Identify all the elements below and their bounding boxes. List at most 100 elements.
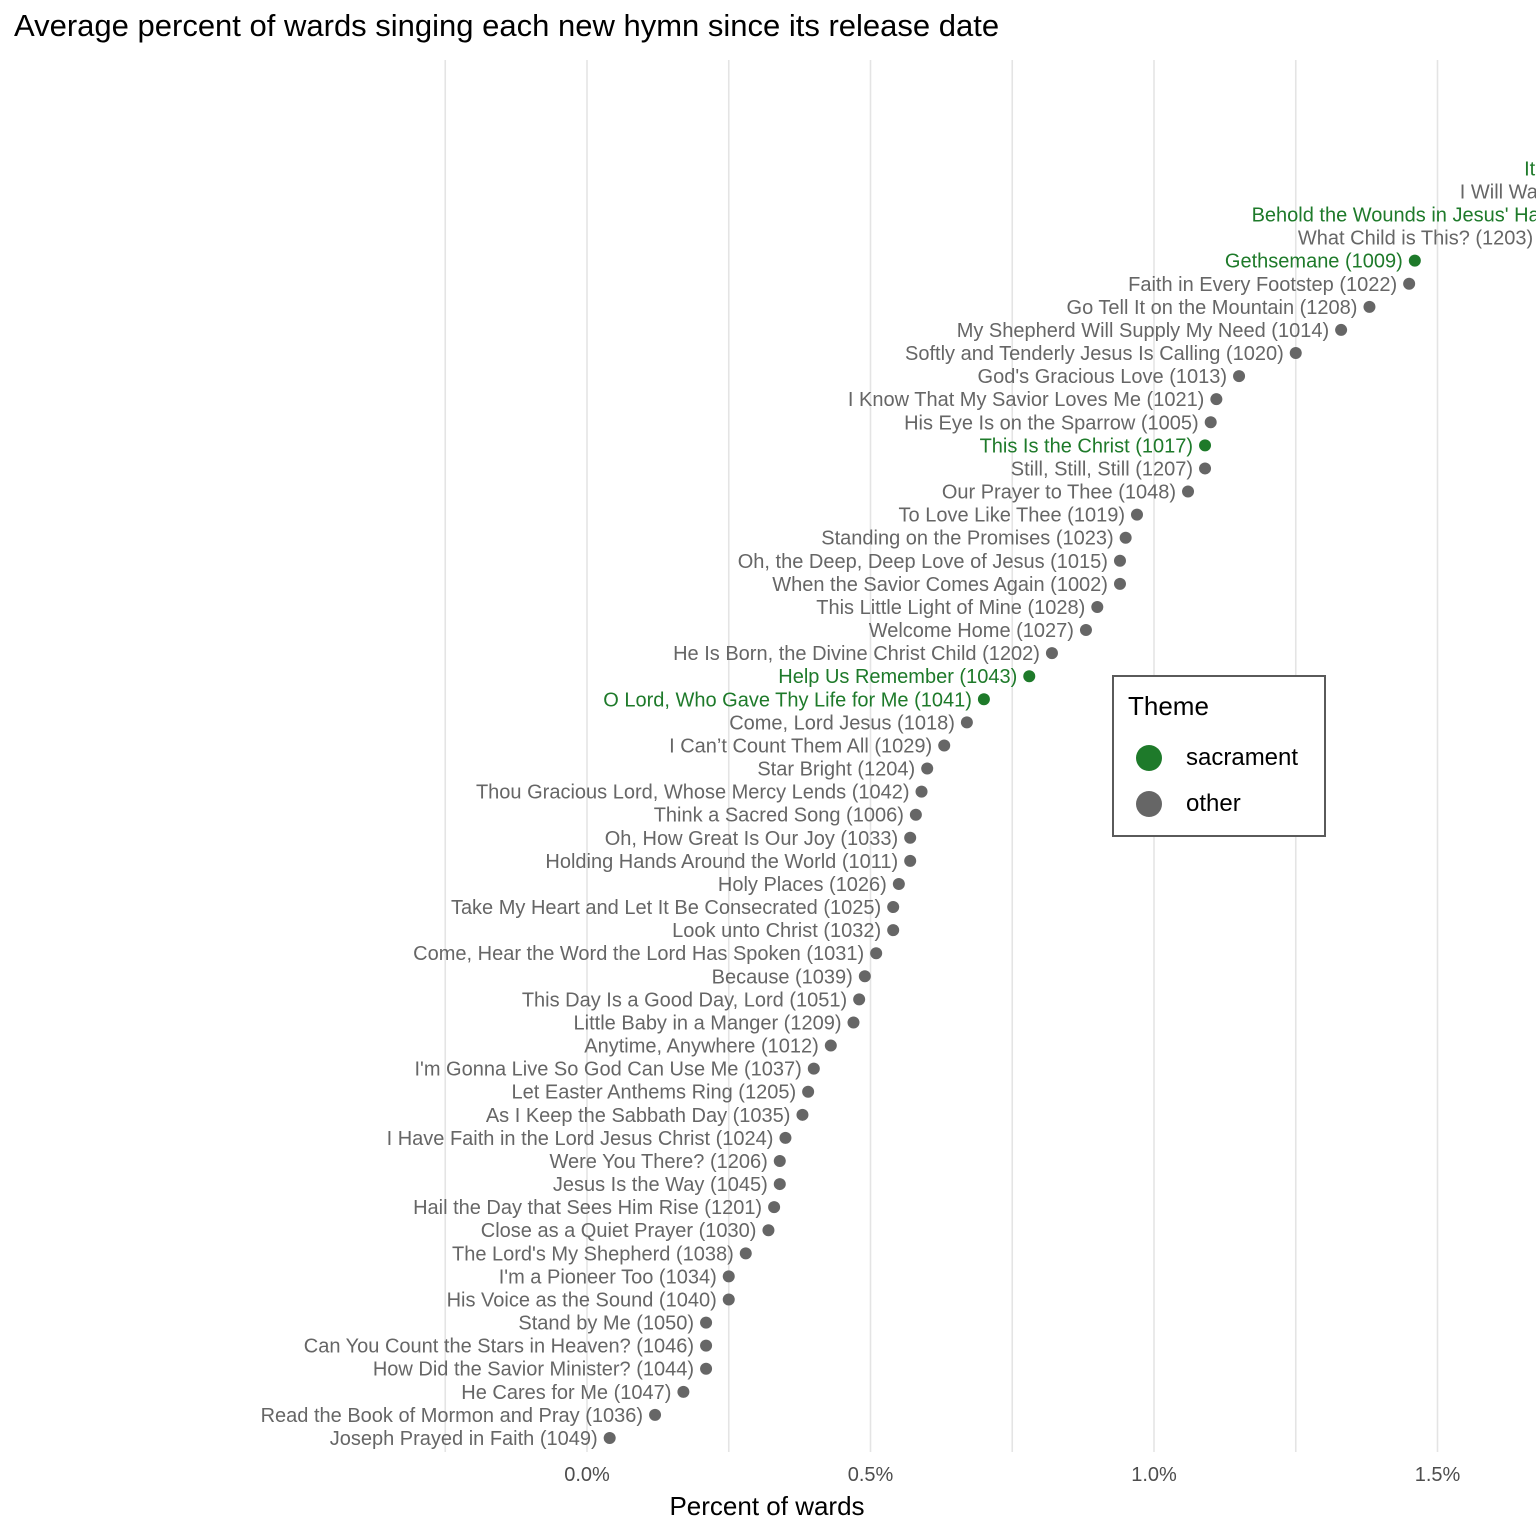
point-label: This Little Light of Mine (1028) [816,597,1085,619]
point-label: My Shepherd Will Supply My Need (1014) [957,320,1329,342]
data-point [892,877,905,890]
data-point [904,831,917,844]
data-point [722,1270,735,1283]
point-label: God's Gracious Love (1013) [978,366,1228,388]
data-point [1199,439,1212,452]
point-label: He Is Born, the Divine Christ Child (120… [673,643,1040,665]
data-point [909,808,922,821]
point-label: Read the Book of Mormon and Pray (1036) [261,1405,643,1427]
x-axis-label: Percent of wards [669,1491,864,1521]
point-label: How Did the Savior Minister? (1044) [373,1359,694,1381]
point-label: The Lord's My Shepherd (1038) [452,1243,734,1265]
point-label: I'm Gonna Live So God Can Use Me (1037) [414,1059,801,1081]
data-point [1363,300,1376,313]
point-label: Softly and Tenderly Jesus Is Calling (10… [905,343,1284,365]
point-label: Come, Lord Jesus (1018) [729,712,955,734]
x-tick-label: 0.5% [848,1464,894,1486]
point-label: Think a Sacred Song (1006) [654,805,904,827]
data-point [739,1247,752,1260]
legend-label-other: other [1186,790,1241,817]
data-point [1119,531,1132,544]
data-point [1335,323,1348,336]
data-point [1233,370,1246,383]
data-point [1113,554,1126,567]
data-point [773,1178,786,1191]
x-tick-label: 0.0% [564,1464,610,1486]
point-label: Behold the Wounds in Jesus' Hands (1016) [1252,205,1536,227]
data-point [700,1339,713,1352]
legend-swatch-sacrament [1136,745,1162,771]
x-axis-ticks: 0.0%0.5%1.0%1.5%2.0%2.5%3.0% [564,1464,1461,1486]
data-point [904,854,917,867]
data-point [847,1016,860,1029]
point-label: Little Baby in a Manger (1209) [574,1012,842,1034]
point-label: Holding Hands Around the World (1011) [545,851,898,873]
legend-swatch-other [1136,791,1162,817]
point-label: Thou Gracious Lord, Whose Mercy Lends (1… [476,782,910,804]
data-point [722,1293,735,1306]
data-point [915,785,928,798]
data-point [1182,485,1195,498]
point-label: It Is Well with My Soul (1003) [1524,158,1536,180]
point-label: Hail the Day that Sees Him Rise (1201) [413,1197,762,1219]
point-label: Anytime, Anywhere (1012) [584,1036,819,1058]
point-label: He Cares for Me (1047) [461,1382,671,1404]
data-point [858,970,871,983]
x-tick-label: 1.5% [1415,1464,1461,1486]
legend: Theme sacrament other [1112,675,1326,837]
data-point [802,1085,815,1098]
data-point [762,1224,775,1237]
point-label: Standing on the Promises (1023) [821,528,1113,550]
point-label: Gethsemane (1009) [1225,251,1403,273]
point-label: Close as a Quiet Prayer (1030) [481,1220,757,1242]
point-label: Oh, How Great Is Our Joy (1033) [605,828,898,850]
data-point [807,1062,820,1075]
data-point [1204,416,1217,429]
point-label: Let Easter Anthems Ring (1205) [512,1082,797,1104]
point-label: This Is the Christ (1017) [980,435,1193,457]
legend-item-sacrament: sacrament [1136,743,1298,773]
point-label: His Eye Is on the Sparrow (1005) [904,412,1199,434]
data-point [887,924,900,937]
point-label: I Can’t Count Them All (1029) [669,735,932,757]
data-point [1199,462,1212,475]
data-point [649,1408,662,1421]
point-label: When the Savior Comes Again (1002) [772,574,1108,596]
point-label: Were You There? (1206) [549,1151,767,1173]
point-label: Because (1039) [712,966,853,988]
data-point [1091,600,1104,613]
data-point [887,901,900,914]
point-label: O Lord, Who Gave Thy Life for Me (1041) [603,689,972,711]
point-label: Look unto Christ (1032) [672,920,881,942]
point-label: Go Tell It on the Mountain (1208) [1067,297,1358,319]
point-label: Take My Heart and Let It Be Consecrated … [451,897,881,919]
point-label: I Know That My Savior Loves Me (1021) [848,389,1204,411]
legend-label-sacrament: sacrament [1186,744,1299,771]
point-label: Can You Count the Stars in Heaven? (1046… [304,1336,694,1358]
data-point [1130,508,1143,521]
data-point [700,1316,713,1329]
point-label: Welcome Home (1027) [869,620,1074,642]
data-point [700,1362,713,1375]
point-label: What Child is This? (1203) [1298,228,1533,250]
point-label: Faith in Every Footstep (1022) [1128,274,1397,296]
chart-title: Average percent of wards singing each ne… [14,8,1000,43]
point-label: To Love Like Thee (1019) [899,505,1125,527]
point-label: Jesus Is the Way (1045) [553,1174,768,1196]
point-label: Our Prayer to Thee (1048) [942,482,1176,504]
point-label: I Have Faith in the Lord Jesus Christ (1… [387,1128,774,1150]
data-point [938,739,951,752]
point-label: Oh, the Deep, Deep Love of Jesus (1015) [738,551,1108,573]
point-label: Come, Hear the Word the Lord Has Spoken … [413,943,864,965]
data-point [768,1201,781,1214]
data-point [773,1154,786,1167]
point-label: Holy Places (1026) [718,874,887,896]
data-point [977,693,990,706]
data-point [1079,624,1092,637]
point-label: Joseph Prayed in Faith (1049) [330,1428,598,1450]
data-point [1113,577,1126,590]
point-label: Help Us Remember (1043) [778,666,1017,688]
data-point [779,1131,792,1144]
data-points: Come, Thou Fount of Every Blessing (1001… [261,158,1536,1450]
